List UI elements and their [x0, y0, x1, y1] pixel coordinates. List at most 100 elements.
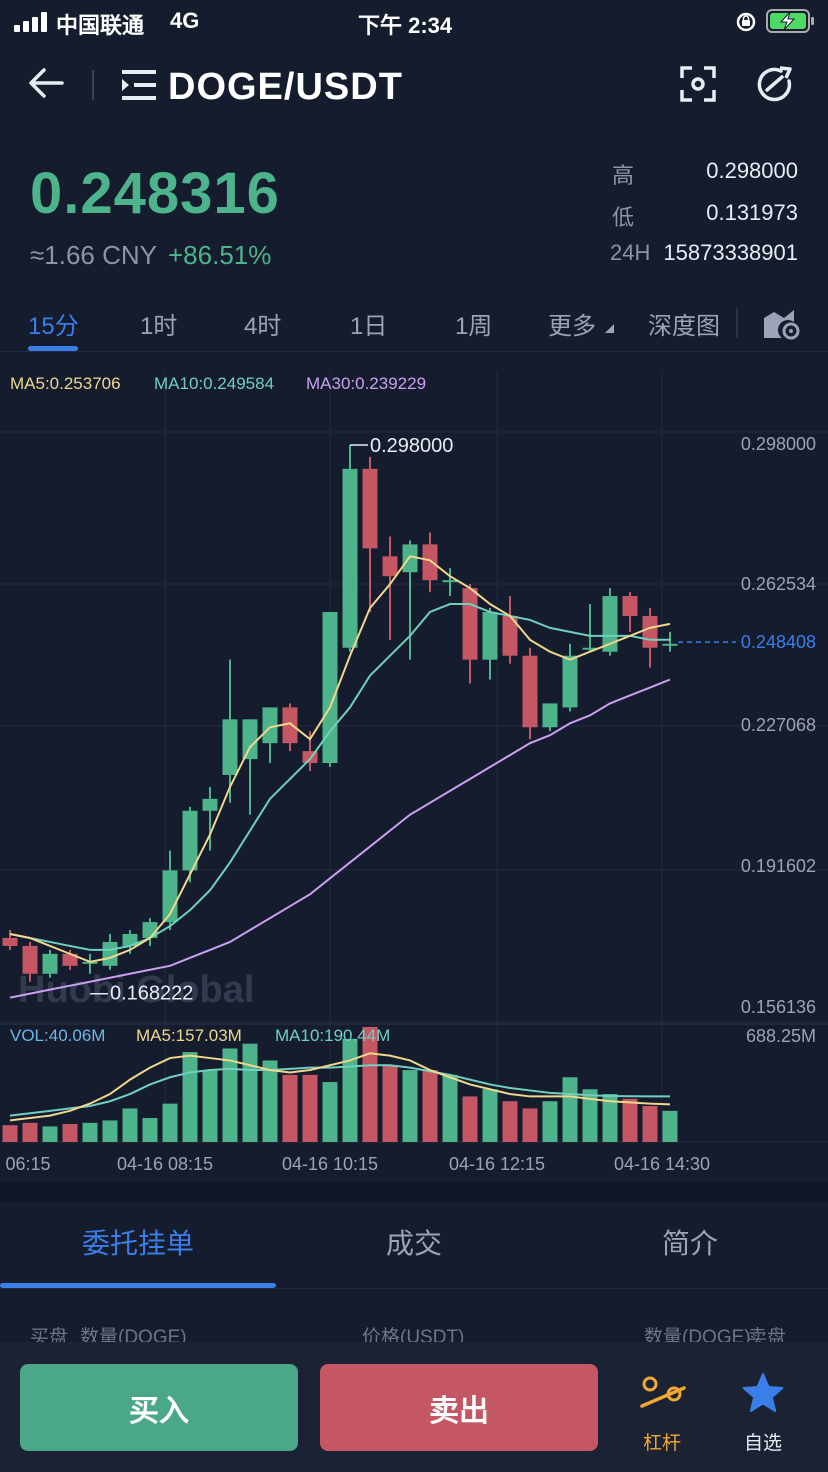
active-tab-indicator: [28, 346, 78, 351]
candle-body-12: [242, 719, 258, 760]
leverage-button[interactable]: 杠杆: [628, 1366, 698, 1456]
tab-depth-chart[interactable]: 深度图: [648, 313, 720, 340]
kline-chart[interactable]: Huobi Global 0.298000 0.262534 0.248408 0.22…: [0, 352, 828, 1182]
leverage-label: 杠杆: [643, 1433, 682, 1454]
low-label: 低: [612, 205, 635, 230]
y-tick-label-5: 0.156136: [741, 997, 816, 1017]
favorite-label: 自选: [744, 1433, 783, 1454]
cny-price: ≈1.66 CNY: [30, 240, 157, 270]
volume-bar-19: [382, 1065, 398, 1142]
refresh-icon[interactable]: [756, 66, 794, 104]
candle-body-19: [382, 556, 398, 577]
tab-more[interactable]: 更多: [548, 306, 615, 341]
tab-4h[interactable]: 4时: [244, 313, 282, 340]
y-tick-label-4: 0.191602: [741, 856, 816, 876]
candle-body-2: [42, 953, 58, 974]
volume-bar-11: [222, 1048, 238, 1142]
volume-bar-23: [462, 1096, 478, 1142]
volume-bar-6: [122, 1108, 138, 1142]
y-tick-label-2: 0.248408: [741, 632, 816, 652]
volume-bar-1: [22, 1122, 38, 1142]
status-bar: 中国联通 4G 下午 2:34: [0, 0, 828, 44]
candle-body-29: [582, 647, 598, 650]
volume-bar-3: [62, 1124, 78, 1142]
pair-title[interactable]: DOGE/USDT: [168, 66, 403, 108]
candle-body-20: [402, 544, 418, 573]
volume-bar-27: [542, 1101, 558, 1142]
tab-intro[interactable]: 简介: [662, 1228, 719, 1259]
time-label-4: 04-16 14:30: [614, 1154, 710, 1174]
scan-icon[interactable]: [680, 66, 716, 102]
section-gap: [0, 1182, 828, 1202]
low-marker-label: 0.168222: [110, 983, 193, 1005]
volume-bar-2: [42, 1126, 58, 1142]
volume-bar-25: [502, 1101, 518, 1142]
candle-body-33: [662, 643, 678, 646]
ma10-line: [9, 603, 670, 951]
candle-body-14: [282, 707, 298, 744]
favorite-button[interactable]: 自选: [728, 1366, 798, 1456]
back-arrow-icon[interactable]: [28, 66, 64, 100]
volume-bar-26: [522, 1108, 538, 1142]
volume-ma5-line: [9, 1052, 671, 1122]
signal-icon: [14, 12, 47, 32]
carrier-name: 中国联通: [56, 13, 145, 38]
candle-body-32: [642, 615, 658, 648]
watermark: Huobi Global: [18, 969, 254, 1011]
low-value: 0.131973: [706, 200, 798, 225]
tab-1h[interactable]: 1时: [140, 313, 178, 340]
legend-ma10: MA10:0.249584: [154, 374, 275, 393]
candle-body-28: [562, 655, 578, 708]
volume-bar-20: [402, 1070, 418, 1142]
pair-menu-icon[interactable]: [122, 68, 158, 102]
header-divider: [92, 70, 94, 100]
volume-24h-value: 15873338901: [663, 240, 798, 265]
candle-body-18: [362, 468, 378, 549]
volume-bar-29: [582, 1089, 598, 1142]
bottom-tabs-divider: [0, 1288, 828, 1289]
tab-trades[interactable]: 成交: [386, 1228, 443, 1259]
candle-body-8: [162, 870, 178, 923]
volume-bar-14: [282, 1074, 298, 1142]
candle-body-16: [322, 611, 338, 764]
candle-body-23: [462, 588, 478, 660]
volume-bar-8: [162, 1103, 178, 1142]
candle-body-15: [302, 751, 318, 764]
candle-body-22: [442, 580, 458, 583]
volume-bar-7: [142, 1118, 158, 1142]
candle-body-24: [482, 611, 498, 660]
high-label: 高: [612, 163, 635, 188]
tab-1w[interactable]: 1周: [455, 313, 493, 340]
volume-bar-0: [2, 1125, 18, 1142]
candle-body-9: [182, 810, 198, 871]
candle-body-27: [542, 703, 558, 728]
candle-body-26: [522, 655, 538, 728]
candle-body-30: [602, 596, 618, 652]
tab-divider: [736, 308, 738, 338]
tab-orders[interactable]: 委托挂单: [82, 1228, 195, 1259]
tab-more-label: 更多: [548, 313, 596, 340]
star-icon: [742, 1373, 784, 1412]
volume-bar-32: [642, 1106, 658, 1142]
volume-bar-5: [102, 1120, 118, 1142]
volume-bar-21: [422, 1070, 438, 1142]
sell-button[interactable]: 卖出: [320, 1364, 598, 1451]
bottom-tab-indicator: [0, 1283, 276, 1288]
buy-button[interactable]: 买入: [20, 1364, 298, 1451]
ma5-line: [9, 555, 671, 963]
tab-1d[interactable]: 1日: [350, 313, 388, 340]
clock: 下午 2:34: [358, 13, 453, 38]
kline-chart-svg[interactable]: Huobi Global 0.298000 0.262534 0.248408 0.22…: [0, 352, 828, 1182]
high-marker-label: 0.298000: [370, 435, 453, 457]
volume-bar-30: [602, 1094, 618, 1142]
tab-15m[interactable]: 15分: [28, 313, 79, 340]
time-label-3: 04-16 12:15: [449, 1154, 545, 1174]
chart-settings-icon[interactable]: [762, 304, 802, 340]
legend-vol-ma5: MA5:157.03M: [136, 1026, 242, 1045]
candle-body-5: [102, 941, 118, 966]
volume-bar-28: [562, 1077, 578, 1142]
volume-24h-label: 24H: [610, 240, 651, 265]
candle-body-21: [422, 544, 438, 581]
volume-bar-17: [342, 1038, 358, 1142]
volume-bar-13: [262, 1060, 278, 1142]
